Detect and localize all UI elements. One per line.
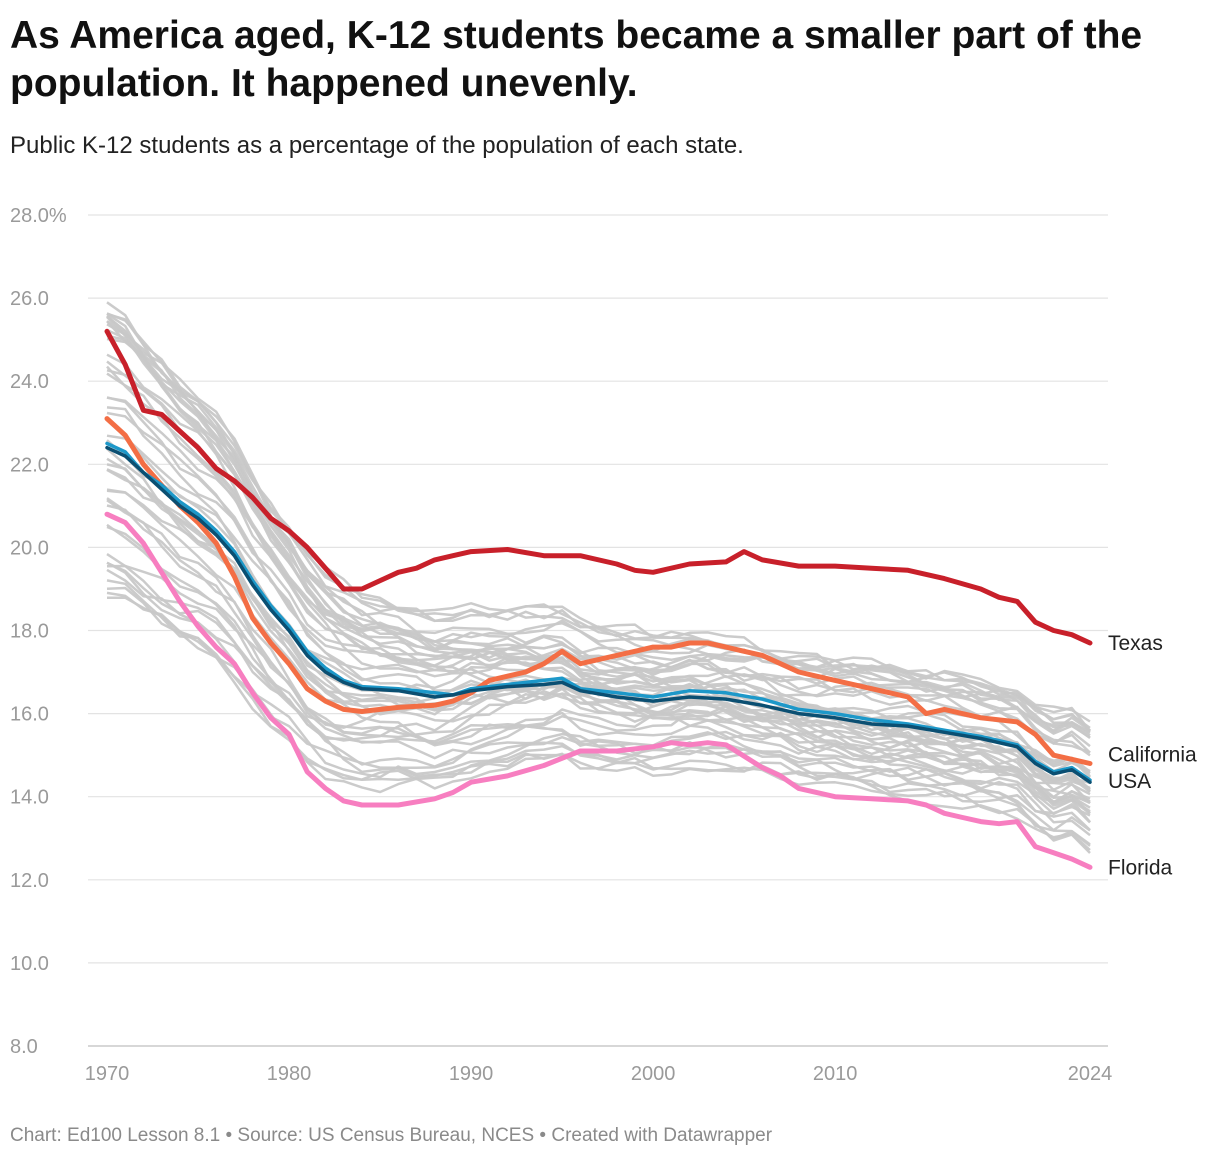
y-tick-label: 26.0 bbox=[10, 288, 49, 310]
x-tick-label: 1980 bbox=[267, 1063, 312, 1085]
series-line-usa bbox=[105, 445, 1092, 784]
series-line-unlabeled bbox=[105, 441, 1092, 782]
series-label-usa: USA bbox=[1108, 770, 1151, 793]
state-line bbox=[106, 334, 1091, 793]
series-end-labels: Texas California USA Florida bbox=[1108, 632, 1197, 879]
state-line bbox=[106, 561, 1091, 814]
state-line bbox=[106, 353, 1091, 805]
y-tick-label: 12.0 bbox=[10, 870, 49, 892]
state-line bbox=[106, 553, 1091, 729]
chart-footer: Chart: Ed100 Lesson 8.1 • Source: US Cen… bbox=[10, 1125, 773, 1146]
chart-title: As America aged, K-12 students became a … bbox=[10, 14, 1143, 105]
series-line-california bbox=[104, 416, 1093, 766]
state-line bbox=[106, 411, 1091, 757]
y-tick-label: 10.0 bbox=[10, 953, 49, 975]
x-tick-label: 1970 bbox=[85, 1063, 130, 1085]
gridlines bbox=[88, 214, 1108, 1047]
x-tick-label: 1990 bbox=[449, 1063, 494, 1085]
highlighted-series bbox=[104, 328, 1093, 870]
state-line bbox=[106, 468, 1091, 804]
series-line-texas bbox=[104, 328, 1093, 646]
x-axis: 1970 1980 1990 2000 2010 2024 bbox=[85, 1063, 1113, 1085]
y-tick-label: 16.0 bbox=[10, 704, 49, 726]
series-label-florida: Florida bbox=[1108, 856, 1173, 879]
state-line bbox=[106, 447, 1091, 847]
state-line bbox=[106, 497, 1091, 832]
series-label-california: California bbox=[1108, 743, 1197, 766]
series-line-florida bbox=[104, 511, 1093, 870]
line-chart: 28.0% 26.0 24.0 22.0 20.0 18.0 16.0 14.0 12.0 10.… bbox=[10, 205, 1197, 1085]
state-line bbox=[106, 369, 1091, 729]
y-tick-label: 8.0 bbox=[10, 1036, 38, 1058]
state-line bbox=[106, 406, 1091, 790]
y-tick-label: 18.0 bbox=[10, 621, 49, 643]
chart-subtitle: Public K-12 students as a percentage of … bbox=[10, 132, 744, 159]
y-tick-label: 22.0 bbox=[10, 454, 49, 476]
y-tick-label: 14.0 bbox=[10, 787, 49, 809]
state-line bbox=[106, 488, 1091, 785]
y-tick-label: 20.0 bbox=[10, 537, 49, 559]
x-tick-label: 2024 bbox=[1068, 1063, 1113, 1085]
x-tick-label: 2010 bbox=[813, 1063, 858, 1085]
state-line bbox=[106, 320, 1091, 846]
state-line bbox=[106, 320, 1091, 740]
y-tick-label: 24.0 bbox=[10, 371, 49, 393]
series-label-texas: Texas bbox=[1108, 632, 1163, 655]
y-axis: 28.0% 26.0 24.0 22.0 20.0 18.0 16.0 14.0 12.0 10.… bbox=[10, 205, 67, 1058]
state-line bbox=[106, 328, 1091, 734]
y-tick-label: 28.0% bbox=[10, 205, 67, 227]
x-tick-label: 2000 bbox=[631, 1063, 676, 1085]
